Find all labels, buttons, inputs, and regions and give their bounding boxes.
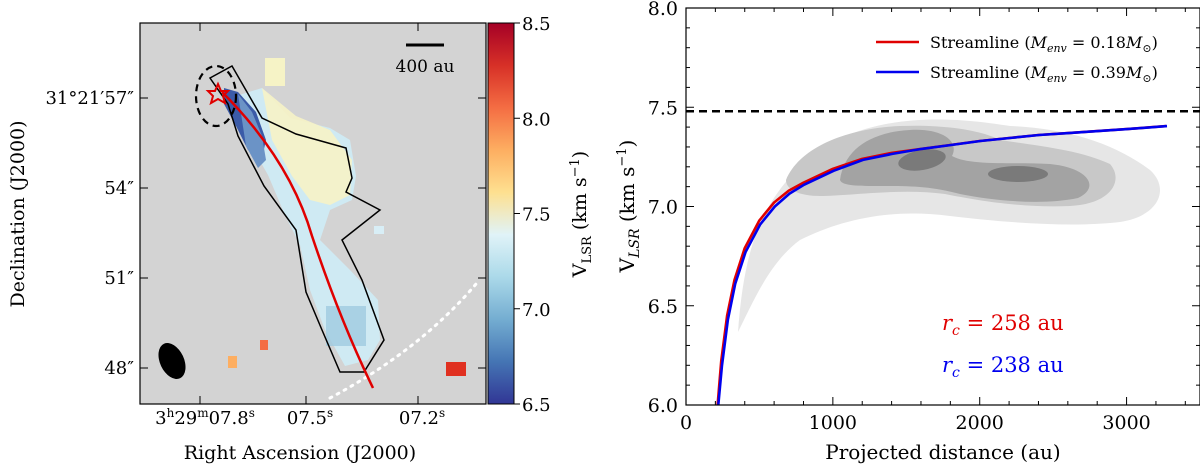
density-level-4b	[988, 166, 1048, 182]
rc-annotation-blue: rc = 238 au	[942, 353, 1064, 381]
map-xtick-1: 3h29m07.8s	[155, 406, 255, 429]
x-tick-label: 1000	[809, 412, 857, 434]
legend-label-2: Streamline (Menv = 0.39M⊙)	[930, 63, 1158, 85]
colorbar-tick-label: 8.0	[522, 109, 551, 130]
colorbar-ticks: 8.5 8.0 7.5 7.0 6.5	[514, 14, 551, 416]
colorbar-tick-label: 6.5	[522, 395, 551, 416]
series-line-2	[717, 124, 1168, 405]
streamline-curve	[221, 91, 375, 389]
map-ytick-2: 54″	[104, 178, 134, 199]
map-ticks	[140, 23, 486, 404]
colorbar: 8.5 8.0 7.5 7.0 6.5 VLSR (km s−1)	[487, 14, 595, 416]
map-ytick-1: 31°21′57″	[45, 88, 134, 109]
legend-label-1: Streamline (Menv = 0.18M⊙)	[930, 33, 1158, 55]
beam-ellipse	[158, 343, 186, 379]
map-ytick-4: 48″	[104, 358, 134, 379]
scale-bar-label: 400 au	[396, 57, 455, 77]
emission-yellow-region	[262, 88, 352, 205]
legend: Streamline (Menv = 0.18M⊙) Streamline (M…	[876, 33, 1158, 85]
colorbar-tick-label: 7.5	[522, 205, 551, 226]
axis-layer: 0 1000 2000 3000 6.0 6.5 7.0 7.5 8.0	[648, 0, 1200, 434]
map-xtick-3: 07.2s	[399, 406, 445, 429]
map-ytick-3: 51″	[104, 268, 134, 289]
envelope-contour	[194, 64, 238, 128]
x-tick-label: 0	[680, 412, 692, 434]
velocity-map	[158, 43, 478, 400]
y-tick-label: 8.0	[648, 0, 678, 20]
rc-annotation-red: rc = 258 au	[942, 311, 1064, 339]
x-tick-label: 2000	[956, 412, 1004, 434]
outline-polygon	[208, 64, 385, 373]
density-contours	[738, 119, 1160, 332]
colorbar-tick-label: 7.0	[522, 300, 551, 321]
plot-ylabel: VLSR (km s−1)	[615, 140, 643, 274]
pixel-red-1	[260, 340, 268, 350]
left-panel: 400 au 3h29m07.8s 07.5s 07.2s 31°21′57″ …	[7, 22, 487, 464]
pixel-orange	[228, 356, 237, 368]
map-ylabel: Declination (J2000)	[7, 120, 29, 307]
y-tick-label: 6.0	[648, 395, 678, 417]
boundary-arc	[328, 282, 478, 400]
emission-top-patch	[265, 58, 285, 86]
density-level-3	[840, 129, 1090, 202]
y-tick-label: 7.5	[648, 97, 678, 119]
density-level-4a	[898, 149, 946, 171]
protostar-star-icon	[205, 81, 231, 106]
colorbar-label: VLSR (km s−1)	[568, 151, 595, 278]
colorbar-bar	[487, 22, 515, 405]
map-frame	[139, 22, 487, 405]
pixel-red-2	[446, 362, 466, 376]
plot-xlabel: Projected distance (au)	[825, 440, 1060, 464]
map-xtick-2: 07.5s	[287, 406, 333, 429]
colorbar-tick-label: 8.5	[522, 14, 551, 35]
right-panel: 0 1000 2000 3000 6.0 6.5 7.0 7.5 8.0 Streamline …	[615, 0, 1200, 464]
series-layer	[716, 124, 1168, 405]
x-tick-label: 3000	[1102, 412, 1150, 434]
y-tick-label: 7.0	[648, 197, 678, 219]
emission-blue-edge	[238, 94, 266, 168]
y-tick-label: 6.5	[648, 296, 678, 318]
pixel-blue	[374, 226, 384, 234]
map-xlabel: Right Ascension (J2000)	[184, 442, 416, 464]
